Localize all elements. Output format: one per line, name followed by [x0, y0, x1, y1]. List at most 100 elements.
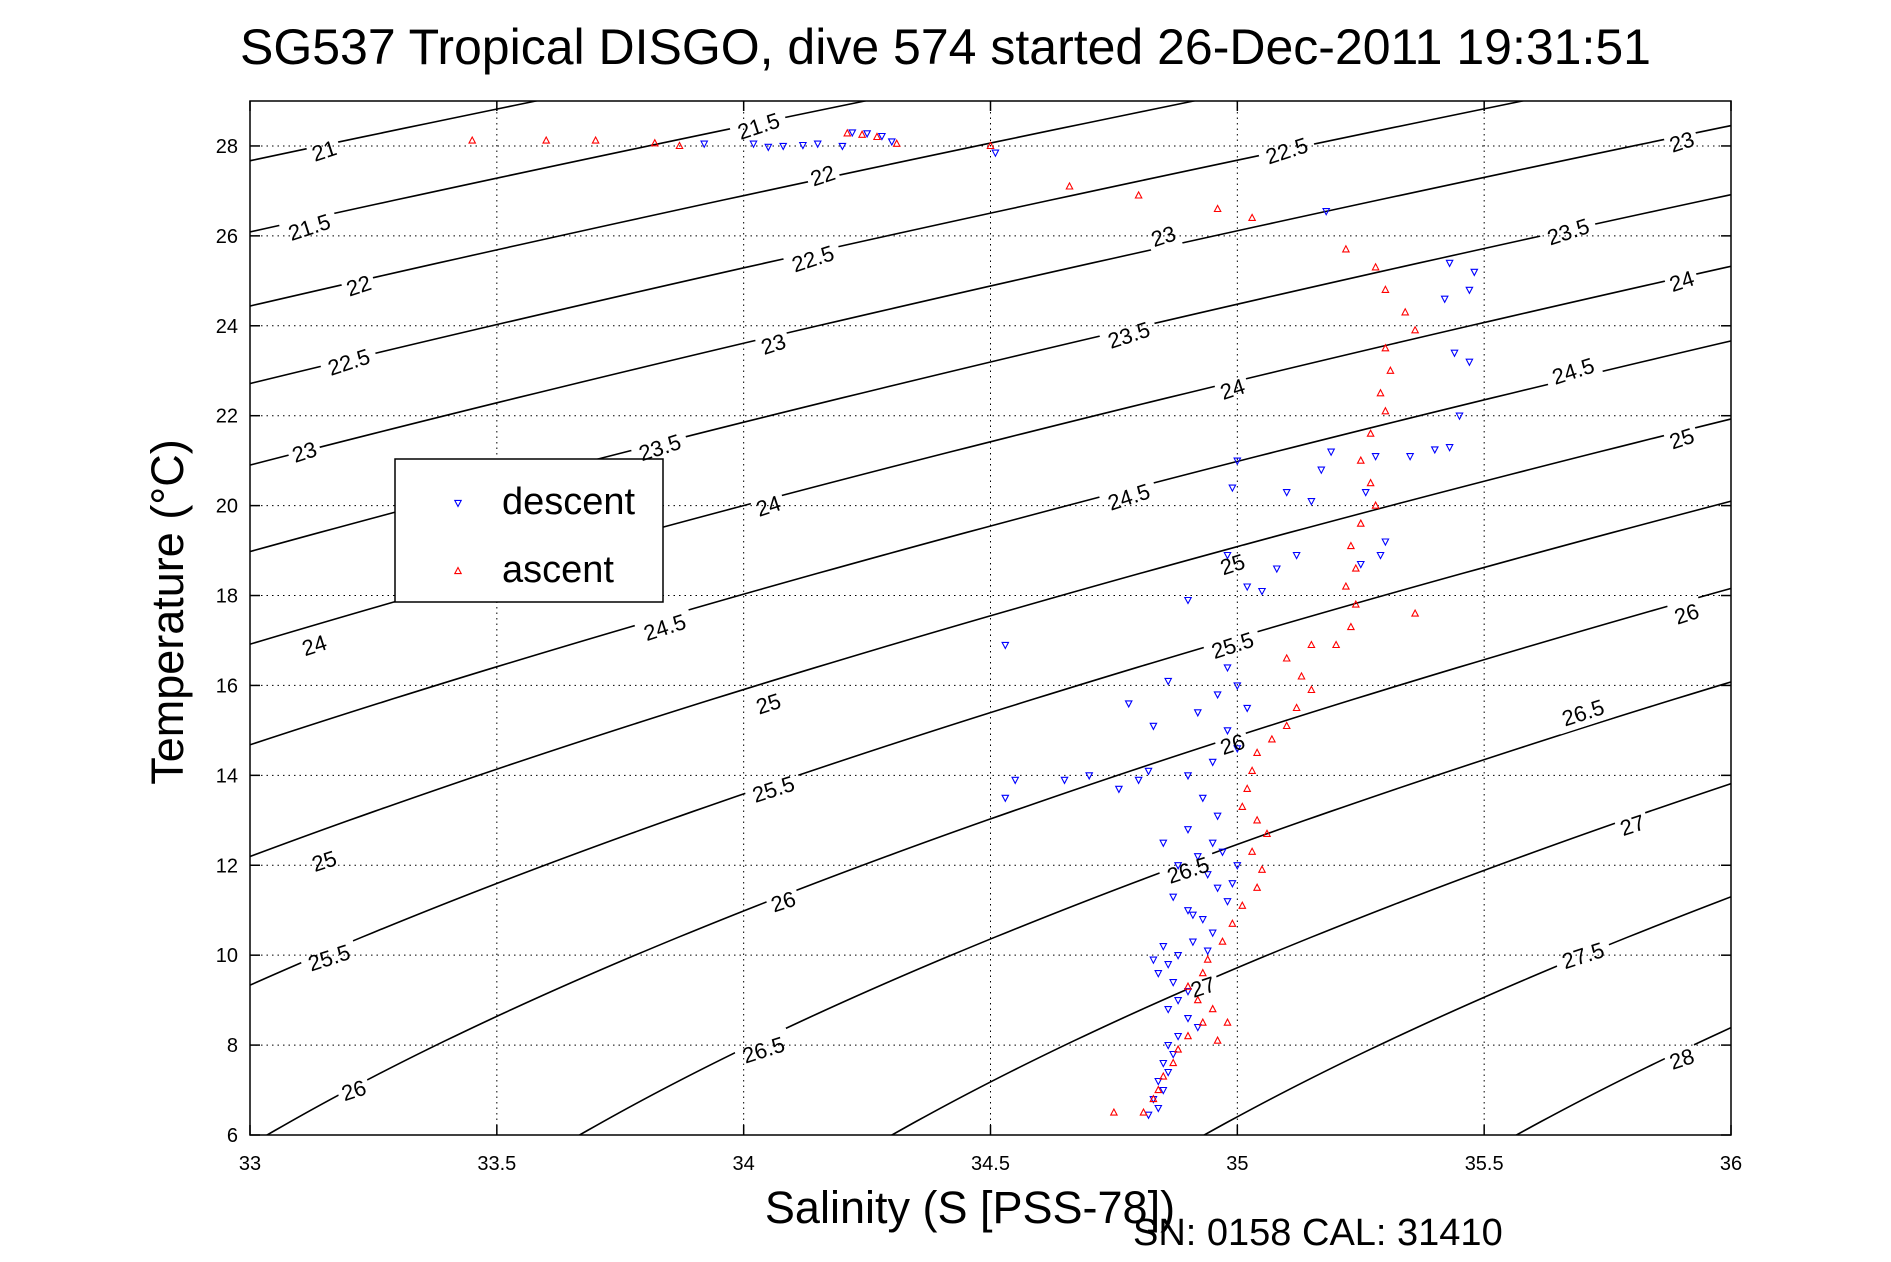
x-tick-label: 34.5	[971, 1153, 1010, 1175]
descent-point	[1213, 884, 1222, 893]
ascent-point	[1341, 581, 1351, 590]
descent-point	[1193, 709, 1202, 718]
descent-point	[1164, 677, 1173, 686]
ascent-point	[1366, 478, 1375, 487]
descent-point	[848, 129, 857, 138]
contour-label: 22.5	[325, 344, 373, 381]
descent-point	[1183, 988, 1193, 996]
y-tick-label: 6	[227, 1125, 238, 1147]
ascent-point	[1297, 671, 1306, 680]
contour-label: 24.5	[641, 609, 689, 646]
ascent-point	[1356, 518, 1365, 527]
ascent-point	[1331, 640, 1341, 649]
density-contour	[250, 124, 1731, 466]
legend-box	[394, 458, 664, 603]
descent-point	[1465, 286, 1474, 295]
ascent-point	[1351, 563, 1360, 572]
ascent-point	[1247, 766, 1257, 774]
y-tick-label: 8	[227, 1035, 238, 1057]
descent-point	[1169, 1050, 1178, 1059]
descent-point	[798, 141, 808, 150]
density-contour	[1202, 895, 1731, 1135]
density-contour	[250, 265, 1731, 646]
contour-label: 26.5	[739, 1032, 787, 1069]
descent-point	[1218, 848, 1227, 857]
ascent-point	[675, 141, 684, 150]
ascent-point	[1262, 829, 1272, 837]
ascent-point	[1292, 703, 1301, 712]
contour-label: 23	[289, 436, 320, 467]
y-tick-label: 20	[216, 496, 238, 518]
descent-point	[1011, 776, 1020, 785]
descent-point	[1173, 1032, 1183, 1041]
descent-point	[1470, 268, 1479, 277]
descent-point	[700, 140, 709, 149]
density-contour	[577, 681, 1731, 1135]
density-contour	[250, 340, 1731, 746]
descent-point	[1371, 453, 1380, 461]
ascent-point	[1371, 500, 1380, 509]
descent-point	[1465, 358, 1474, 367]
density-contour	[250, 500, 1731, 987]
contour-label: 28	[1666, 1043, 1697, 1074]
contour-label: 23.5	[1544, 213, 1592, 250]
descent-point	[1440, 295, 1449, 304]
series-ascent	[468, 128, 1420, 1116]
ascent-point	[1346, 622, 1356, 631]
ascent-point	[1183, 981, 1193, 990]
ascent-point	[1376, 388, 1385, 397]
contour-labels: 2121.521.5222222.522.522.52323232323.523…	[285, 108, 1702, 1106]
ascent-point	[1203, 954, 1212, 963]
y-tick-label: 12	[216, 855, 238, 877]
ascent-point	[1228, 919, 1237, 927]
descent-point	[1228, 484, 1237, 493]
descent-point	[877, 132, 887, 141]
ascent-point	[1381, 285, 1390, 293]
y-tick-label: 18	[216, 586, 238, 608]
x-tick-label: 34	[733, 1153, 755, 1175]
ascent-point	[1193, 995, 1202, 1004]
contour-label: 26	[338, 1075, 369, 1106]
descent-point	[1183, 826, 1193, 834]
descent-point	[1188, 938, 1198, 947]
ascent-point	[1341, 244, 1351, 253]
density-contour	[250, 418, 1731, 858]
y-tick-label: 26	[216, 226, 238, 248]
y-axis-label: Temperature (°C)	[142, 439, 193, 785]
descent-point	[1169, 979, 1178, 987]
descent-point	[1208, 758, 1217, 767]
legend-descent-marker	[453, 499, 463, 508]
y-tick-label: 14	[216, 765, 238, 787]
x-tick-label: 35.5	[1465, 1153, 1504, 1175]
descent-marker	[453, 499, 463, 508]
density-contours	[250, 83, 1891, 1157]
contour-label: 26	[1671, 598, 1702, 629]
density-contour	[250, 193, 1731, 553]
y-tick-label: 22	[216, 406, 238, 428]
descent-point	[1154, 1077, 1163, 1086]
ascent-point	[1371, 262, 1380, 271]
ascent-point	[1252, 815, 1262, 824]
descent-point	[1233, 457, 1242, 466]
density-contour	[250, 101, 1198, 307]
ascent-point	[1159, 1071, 1168, 1080]
density-contour	[1789, 83, 1891, 1157]
descent-point	[1164, 1041, 1173, 1050]
contour-label: 24	[1666, 266, 1697, 297]
descent-point	[1272, 565, 1281, 574]
chart-title: SG537 Tropical DISGO, dive 574 started 2…	[240, 19, 1651, 75]
contour-label: 23	[1148, 221, 1179, 252]
descent-point	[1183, 596, 1193, 605]
x-tick-label: 33	[239, 1153, 261, 1175]
descent-point	[1317, 466, 1326, 475]
contour-label: 21.5	[285, 209, 333, 246]
ascent-point	[843, 128, 852, 137]
descent-point	[1149, 722, 1158, 731]
descent-point	[1228, 880, 1237, 888]
contour-label: 26.5	[1559, 694, 1607, 731]
contour-label: 24	[753, 490, 784, 521]
descent-point	[1233, 862, 1242, 870]
descent-point	[1159, 943, 1168, 951]
density-contour	[265, 587, 1731, 1135]
ascent-point	[1223, 1017, 1232, 1026]
